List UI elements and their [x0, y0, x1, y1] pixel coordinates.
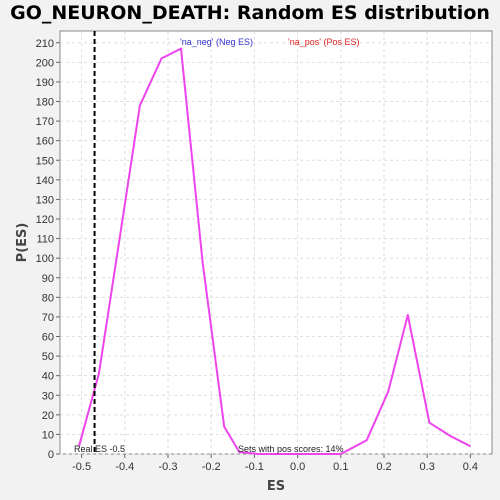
- x-tick-label: 0.3: [420, 461, 435, 473]
- y-tick-label: 40: [42, 371, 54, 383]
- y-tick-label: 130: [36, 194, 54, 206]
- x-tick-label: 0.1: [333, 461, 348, 473]
- grid-lines: [60, 31, 492, 455]
- y-tick-label: 170: [36, 116, 54, 128]
- y-tick-label: 50: [42, 351, 54, 363]
- x-tick-label: 0.0: [290, 461, 305, 473]
- x-tick-label: -0.2: [202, 461, 221, 473]
- x-tick-label: -0.3: [159, 461, 178, 473]
- y-tick-label: 150: [36, 155, 54, 167]
- y-tick-label: 20: [42, 410, 54, 422]
- x-tick-label: -0.1: [245, 461, 264, 473]
- legend-pos: 'na_pos' (Pos ES): [288, 37, 359, 47]
- x-axis-ticks: -0.5 -0.4 -0.3 -0.2 -0.1 0.0 0.1 0.2 0.3 0.4: [72, 454, 478, 473]
- x-tick-label: -0.5: [72, 461, 91, 473]
- real-es-label: Real ES -0.5: [74, 444, 125, 454]
- y-tick-label: 70: [42, 312, 54, 324]
- y-axis-ticks: 0 10 20 30 40 50 60 70 80 90 100 110 120 130 140 150 160…: [36, 38, 60, 461]
- y-tick-label: 30: [42, 390, 54, 402]
- y-axis-label: P(ES): [15, 223, 30, 263]
- x-tick-label: 0.4: [463, 461, 478, 473]
- y-tick-label: 10: [42, 429, 54, 441]
- chart-title: GO_NEURON_DEATH: Random ES distribution: [10, 2, 490, 24]
- x-axis-label: ES: [267, 479, 285, 494]
- y-tick-label: 120: [36, 214, 54, 226]
- y-tick-label: 210: [36, 38, 54, 50]
- y-tick-label: 160: [36, 136, 54, 148]
- y-tick-label: 80: [42, 292, 54, 304]
- x-tick-label: 0.2: [376, 461, 391, 473]
- series-line: [78, 47, 471, 455]
- x-tick-label: -0.4: [115, 461, 134, 473]
- y-tick-label: 100: [36, 253, 54, 265]
- y-tick-label: 0: [48, 449, 54, 461]
- legend-neg: 'na_neg' (Neg ES): [180, 37, 253, 47]
- pos-scores-annotation: Sets with pos scores: 14%: [238, 444, 344, 454]
- y-tick-label: 110: [36, 234, 54, 246]
- y-tick-label: 200: [36, 57, 54, 69]
- y-tick-label: 140: [36, 175, 54, 187]
- y-tick-label: 190: [36, 77, 54, 89]
- y-tick-label: 180: [36, 97, 54, 109]
- y-tick-label: 60: [42, 332, 54, 344]
- y-tick-label: 90: [42, 273, 54, 285]
